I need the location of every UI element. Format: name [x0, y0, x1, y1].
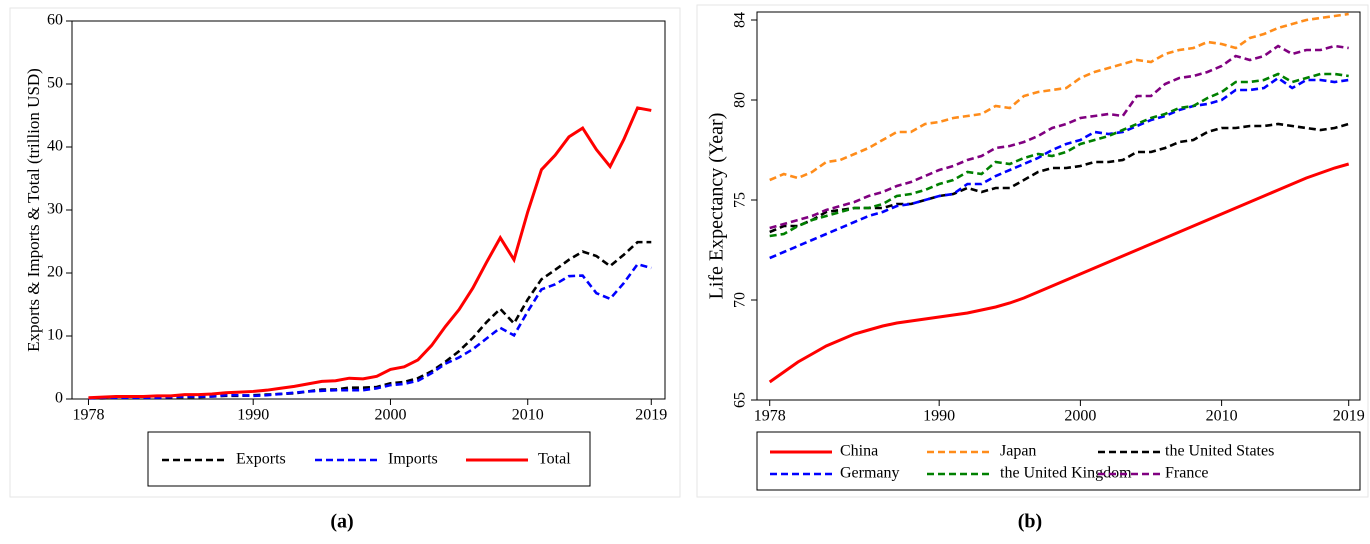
x-tick-label: 1978: [72, 407, 104, 424]
y-tick-label: 30: [47, 201, 63, 218]
legend-box: [756, 431, 1361, 491]
x-tick-label: 1990: [923, 408, 955, 425]
panel-frame: [9, 7, 681, 498]
series-line: [768, 162, 1350, 384]
legend-label: the United States: [1165, 443, 1274, 460]
y-tick-label: 20: [47, 264, 63, 281]
series-line: [769, 12, 1349, 182]
x-tick-label: 1978: [754, 408, 786, 425]
y-tick-label: 84: [732, 12, 749, 28]
x-tick-label: 2000: [374, 407, 406, 424]
x-tick-label: 2010: [1206, 408, 1238, 425]
series-line: [769, 122, 1350, 234]
plot-frame: [756, 11, 1361, 401]
x-tick-label: 2010: [512, 407, 544, 424]
y-tick-label: 80: [732, 92, 749, 108]
series-line: [769, 76, 1349, 260]
x-tick-label: 2019: [1333, 408, 1365, 425]
y-tick-label: 65: [732, 392, 749, 408]
y-axis-label: Life Expectancy (Year): [706, 113, 728, 300]
plot-frame: [71, 20, 666, 400]
y-tick-label: 10: [47, 327, 63, 344]
legend-label: Germany: [840, 465, 900, 482]
series-line: [88, 240, 652, 400]
legend-label: France: [1165, 465, 1209, 482]
y-axis-label: Exports & Imports & Total (trillion USD): [24, 68, 43, 352]
x-tick-label: 2000: [1064, 408, 1096, 425]
caption: (b): [1018, 511, 1042, 533]
panel-frame: [696, 4, 1369, 498]
series-line: [88, 106, 652, 400]
series-line: [769, 72, 1349, 238]
y-tick-label: 70: [732, 292, 749, 308]
caption: (a): [330, 511, 353, 533]
y-tick-label: 60: [47, 12, 63, 29]
x-tick-label: 2019: [635, 407, 667, 424]
x-tick-label: 1990: [237, 407, 269, 424]
legend-label: the United Kingdom: [1000, 465, 1132, 482]
legend-label: China: [840, 443, 878, 460]
y-tick-label: 40: [47, 138, 63, 155]
y-tick-label: 50: [47, 75, 63, 92]
series-line: [88, 262, 652, 400]
y-tick-label: 75: [732, 192, 749, 208]
series-line: [769, 44, 1349, 230]
legend-label: Japan: [1000, 443, 1036, 460]
legend-label: Exports: [236, 451, 286, 468]
legend-label: Imports: [388, 451, 438, 468]
y-tick-label: 0: [55, 390, 63, 407]
legend-label: Total: [538, 451, 571, 468]
